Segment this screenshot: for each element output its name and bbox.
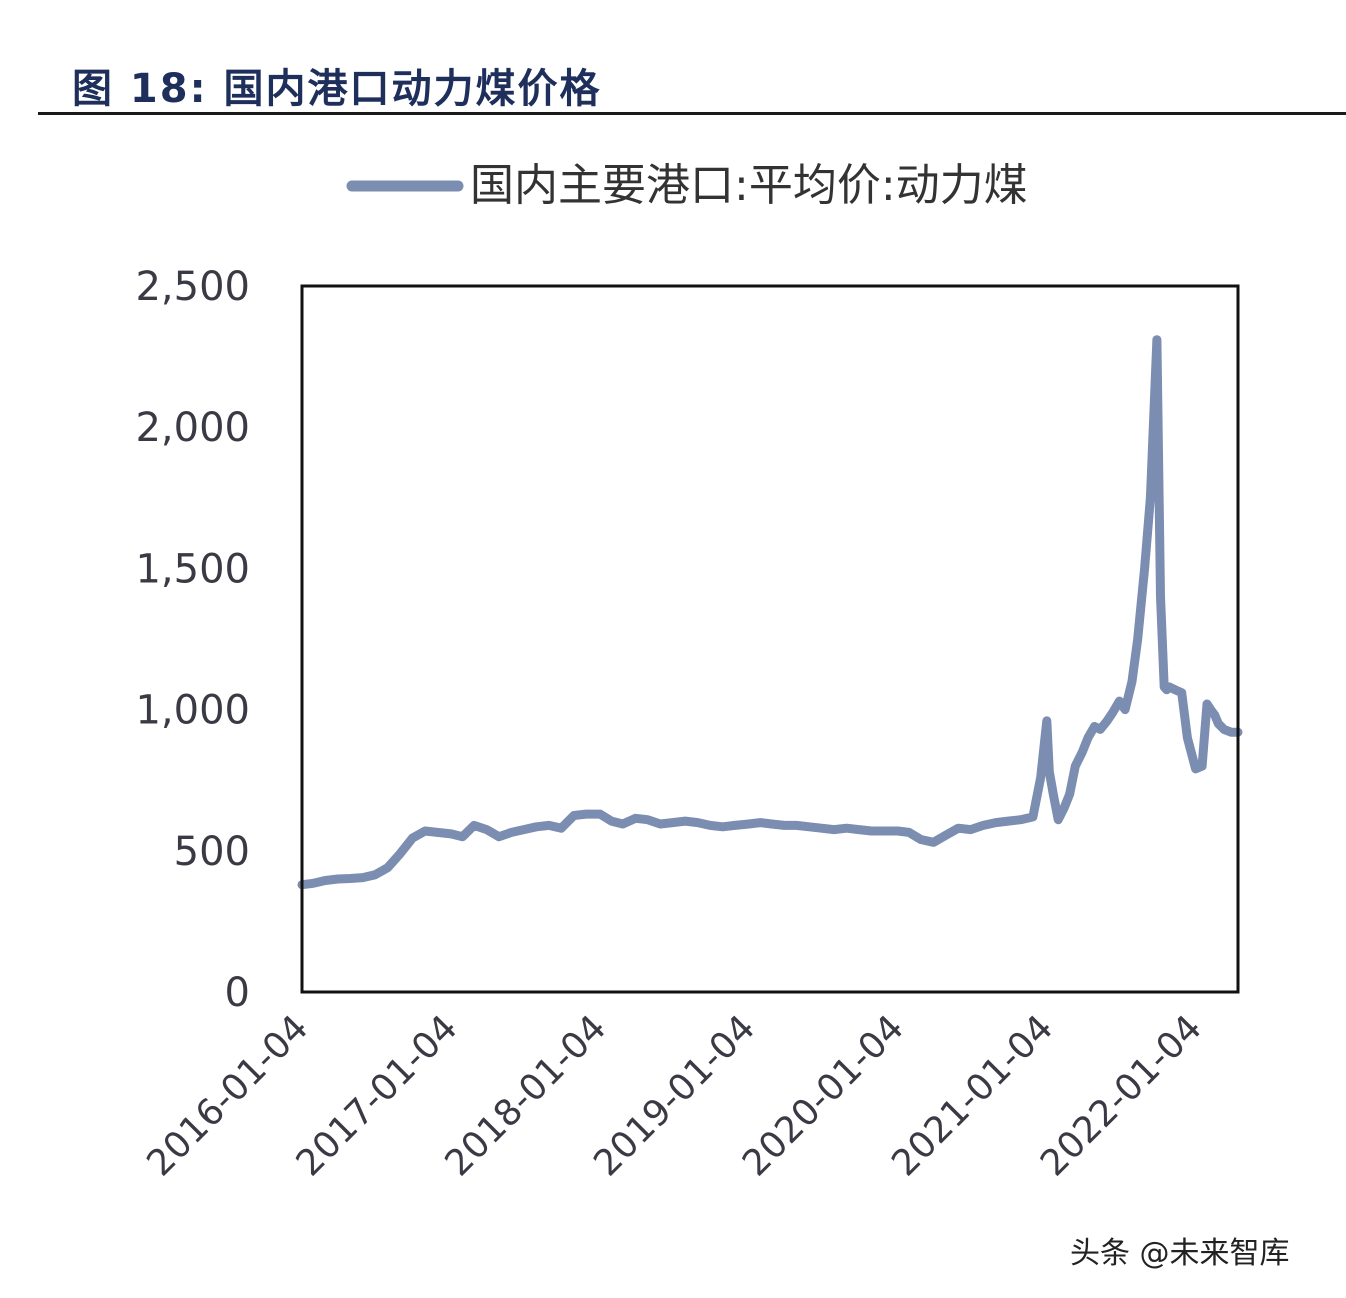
y-tick-label: 0	[225, 970, 250, 1016]
y-tick-label: 1,000	[135, 688, 250, 734]
y-tick-label: 2,000	[135, 405, 250, 451]
y-tick-label: 1,500	[135, 546, 250, 592]
legend-label: 国内主要港口:平均价:动力煤	[470, 160, 1028, 211]
y-tick-label: 2,500	[135, 264, 250, 310]
plot-area-frame	[300, 284, 1240, 994]
watermark: 头条 @未来智库	[1070, 1236, 1290, 1271]
series-line	[297, 335, 1243, 890]
x-tick-label: 2022-01-04	[1033, 1007, 1210, 1184]
figure-header: 图 18: 国内港口动力煤价格	[38, 48, 1346, 115]
x-axis-ticks: 2016-01-042017-01-042018-01-042019-01-04…	[139, 1007, 1210, 1184]
y-tick-label: 500	[174, 829, 250, 875]
y-axis-ticks: 0 500 1,000 1,500 2,000 2,500	[135, 264, 250, 1016]
figure-title: 图 18: 国内港口动力煤价格	[72, 66, 602, 112]
legend: 国内主要港口:平均价:动力煤	[346, 160, 1028, 211]
